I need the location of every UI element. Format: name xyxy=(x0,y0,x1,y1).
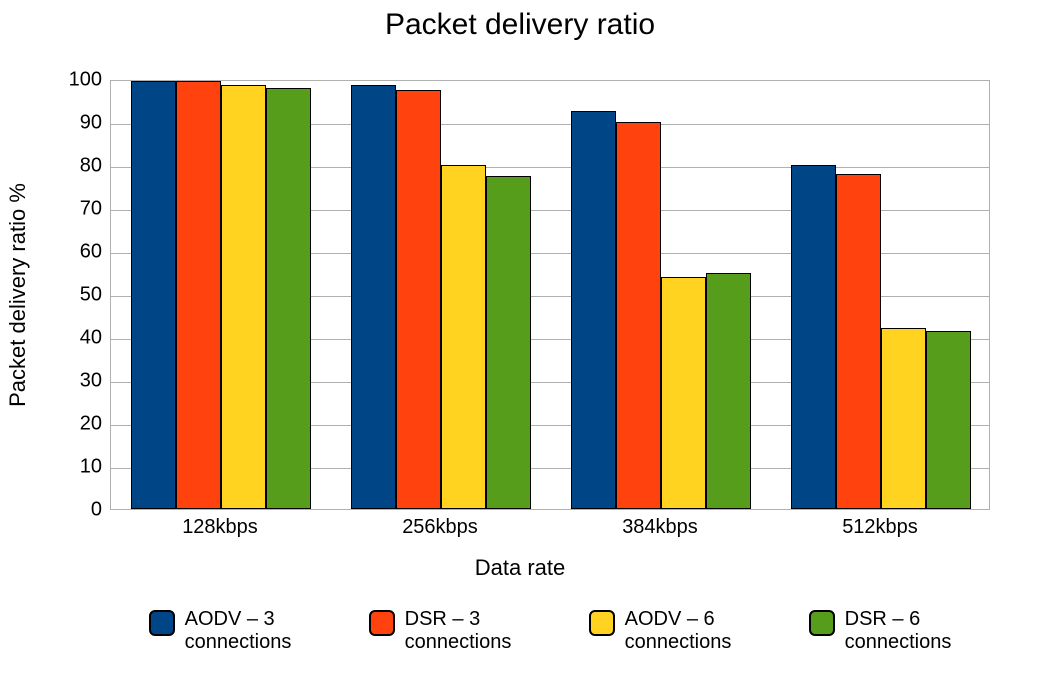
bar xyxy=(661,277,706,509)
bar xyxy=(571,111,616,509)
bar xyxy=(836,174,881,509)
bar xyxy=(221,85,266,509)
legend-item: DSR – 6 connections xyxy=(809,608,952,654)
bar xyxy=(881,328,926,509)
legend-label: DSR – 3 connections xyxy=(405,608,512,654)
legend-label: DSR – 6 connections xyxy=(845,608,952,654)
y-tick-label: 70 xyxy=(80,198,102,221)
bar xyxy=(791,165,836,509)
legend-swatch xyxy=(149,610,175,636)
bar xyxy=(486,176,531,509)
y-tick-label: 40 xyxy=(80,327,102,350)
y-tick-label: 100 xyxy=(69,69,102,92)
legend-item: AODV – 6 connections xyxy=(589,608,732,654)
x-axis-title: Data rate xyxy=(0,555,1040,581)
x-tick-label: 128kbps xyxy=(110,516,330,539)
x-tick-label: 256kbps xyxy=(330,516,550,539)
x-tick-label: 512kbps xyxy=(770,516,990,539)
legend-item: AODV – 3 connections xyxy=(149,608,292,654)
y-tick-label: 80 xyxy=(80,155,102,178)
bar xyxy=(396,90,441,509)
y-tick-label: 50 xyxy=(80,284,102,307)
legend-swatch xyxy=(589,610,615,636)
y-tick-label: 0 xyxy=(91,499,102,522)
y-tick-label: 60 xyxy=(80,241,102,264)
legend-swatch xyxy=(809,610,835,636)
chart-title: Packet delivery ratio xyxy=(0,8,1040,42)
y-tick-label: 10 xyxy=(80,456,102,479)
chart-container: Packet delivery ratio Packet delivery ra… xyxy=(0,0,1040,694)
bar xyxy=(351,85,396,509)
y-tick-label: 30 xyxy=(80,370,102,393)
legend-item: DSR – 3 connections xyxy=(369,608,512,654)
legend-label: AODV – 3 connections xyxy=(185,608,292,654)
bar xyxy=(616,122,661,509)
bar xyxy=(441,165,486,509)
y-tick-label: 20 xyxy=(80,413,102,436)
legend-swatch xyxy=(369,610,395,636)
x-tick-label: 384kbps xyxy=(550,516,770,539)
legend: AODV – 3 connections DSR – 3 connections A… xyxy=(110,608,990,654)
bar xyxy=(706,273,751,510)
bar xyxy=(131,81,176,509)
y-axis-title: Packet delivery ratio % xyxy=(5,183,31,407)
y-tick-label: 90 xyxy=(80,112,102,135)
bar xyxy=(926,331,971,509)
bar xyxy=(176,81,221,509)
plot-area xyxy=(110,80,990,510)
legend-label: AODV – 6 connections xyxy=(625,608,732,654)
bar xyxy=(266,88,311,509)
